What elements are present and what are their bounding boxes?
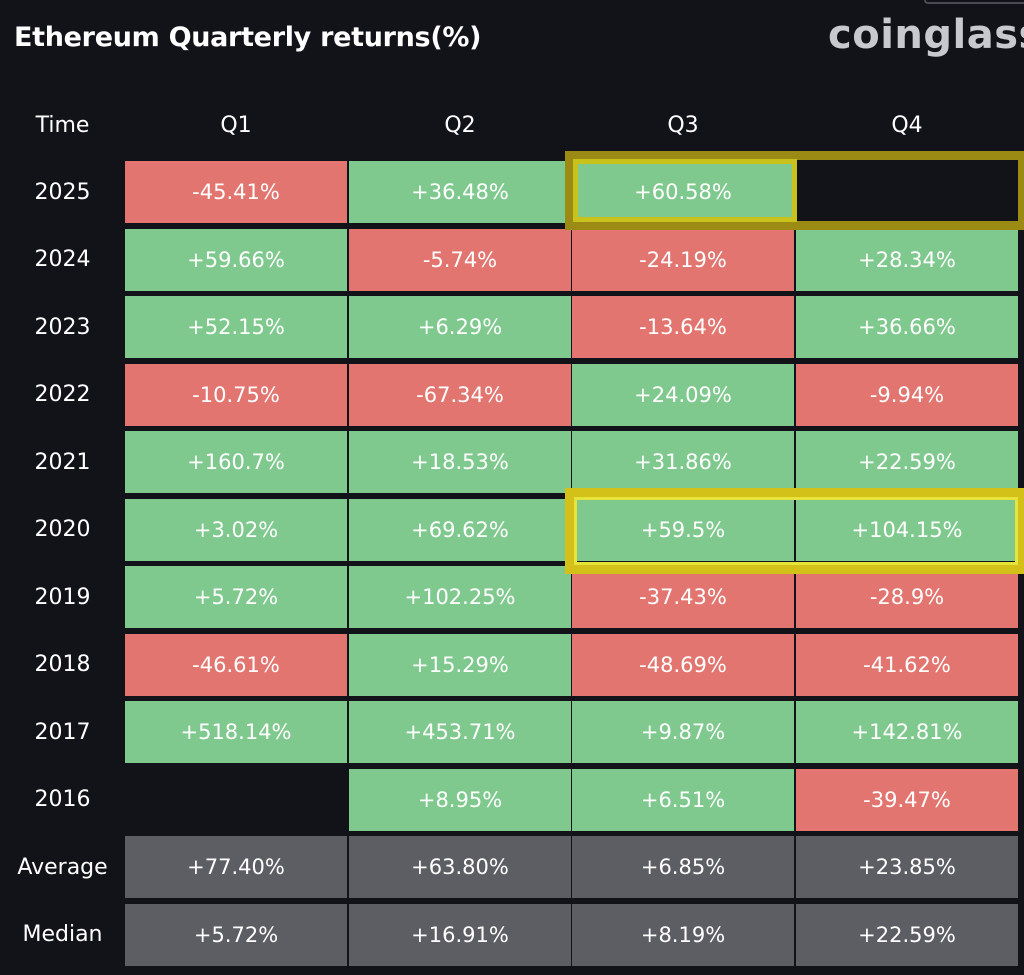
cell-2018-q2: +15.29% [349,633,571,696]
cell-average-q3: +6.85% [572,836,794,898]
cell-2017-q2: +453.71% [349,701,571,763]
cell-2025-q3: +60.58% [572,161,794,223]
column-header-q3: Q3 [667,113,699,138]
cell-2021-q1: +160.7% [125,431,347,493]
cell-2025-q4 [796,161,1018,223]
row-label-2018: 2018 [34,652,91,677]
row-label-median: Median [22,922,103,947]
cell-2017-q1: +518.14% [125,701,347,763]
cell-2018-q3: -48.69% [572,633,794,696]
column-header-q1: Q1 [220,113,252,138]
cell-2024-q1: +59.66% [125,228,347,291]
cell-2022-q1: -10.75% [125,363,347,426]
cell-2022-q2: -67.34% [349,363,571,426]
row-label-2016: 2016 [34,787,91,812]
cell-2016-q2: +8.95% [349,768,571,831]
row-label-2020: 2020 [34,517,91,542]
cell-2023-q1: +52.15% [125,296,347,358]
cell-average-q2: +63.80% [349,836,571,898]
page-title: Ethereum Quarterly returns(%) [14,22,482,53]
cell-2018-q1: -46.61% [125,633,347,696]
cell-2020-q1: +3.02% [125,498,347,561]
cell-median-q1: +5.72% [125,903,347,966]
cell-2017-q4: +142.81% [796,701,1018,763]
cell-2021-q3: +31.86% [572,431,794,493]
cell-2024-q2: -5.74% [349,228,571,291]
cell-2019-q2: +102.25% [349,566,571,628]
cell-2019-q4: -28.9% [796,566,1018,628]
row-label-2024: 2024 [34,247,91,272]
cell-median-q3: +8.19% [572,903,794,966]
cell-2025-q1: -45.41% [125,161,347,223]
cell-median-q2: +16.91% [349,903,571,966]
column-header-time: Time [35,113,90,138]
cell-average-q4: +23.85% [796,836,1018,898]
cell-2016-q1 [125,769,347,831]
row-label-2021: 2021 [34,449,91,475]
cell-2023-q3: -13.64% [572,296,794,358]
cell-2020-q3: +59.5% [572,498,794,561]
cell-2019-q1: +5.72% [125,566,347,628]
cell-2022-q3: +24.09% [572,363,794,426]
cell-2018-q4: -41.62% [796,633,1018,696]
cell-2016-q3: +6.51% [572,768,794,831]
row-label-2025: 2025 [34,179,91,205]
column-header-q4: Q4 [891,113,923,138]
cell-2016-q4: -39.47% [796,768,1018,831]
cell-2022-q4: -9.94% [796,363,1018,426]
cell-2021-q4: +22.59% [796,431,1018,493]
row-label-2022: 2022 [34,382,91,407]
cell-2017-q3: +9.87% [572,701,794,763]
cell-2023-q4: +36.66% [796,296,1018,358]
cell-average-q1: +77.40% [125,836,347,898]
row-label-average: Average [17,854,108,880]
cell-2021-q2: +18.53% [349,431,571,493]
cell-2020-q2: +69.62% [349,498,571,561]
row-label-2017: 2017 [34,719,91,745]
cell-2025-q2: +36.48% [349,161,571,223]
row-label-2019: 2019 [34,584,91,610]
cell-2020-q4: +104.15% [796,498,1018,561]
row-label-2023: 2023 [34,314,91,340]
cell-2019-q3: -37.43% [572,566,794,628]
brand-logo: coinglass [828,12,1024,58]
column-header-q2: Q2 [444,113,476,138]
cell-median-q4: +22.59% [796,903,1018,966]
cell-2024-q3: -24.19% [572,228,794,291]
cell-2023-q2: +6.29% [349,296,571,358]
top-edge-decoration [924,0,1024,4]
cell-2024-q4: +28.34% [796,228,1018,291]
